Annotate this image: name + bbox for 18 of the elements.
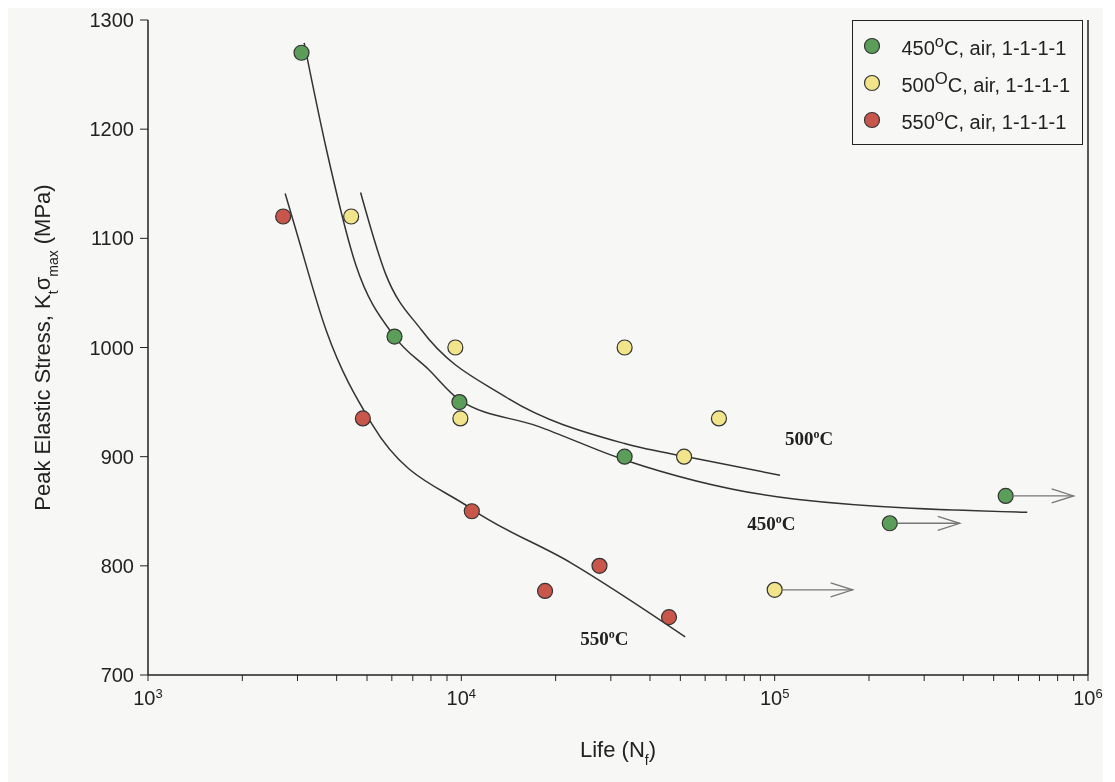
legend-label: 450$^{o}$C, air, 1-1-1-1 — [901, 31, 1067, 60]
annotation: 450$^{o}$C — [747, 512, 796, 535]
x-tick-label: 10$^{6}$ — [1073, 685, 1103, 709]
x-tick-label: 10$^{3}$ — [133, 685, 163, 709]
y-tick-label: 900 — [100, 445, 134, 468]
x-axis-title: Life (N$_{f}$) — [579, 737, 657, 768]
legend-label: 550$^{o}$C, air, 1-1-1-1 — [901, 105, 1067, 134]
annotation: 500$^{o}$C — [785, 427, 834, 450]
y-tick-label: 700 — [100, 664, 134, 686]
y-tick-label: 1300 — [89, 9, 134, 31]
annotation: 550$^{o}$C — [580, 626, 629, 649]
y-tick-label: 1000 — [89, 336, 134, 359]
x-tick-label: 10$^{5}$ — [759, 685, 790, 709]
legend-label: 500$^{O}$C, air, 1-1-1-1 — [901, 68, 1070, 97]
y-tick-label: 1200 — [89, 118, 134, 141]
x-tick-label: 10$^{4}$ — [446, 685, 477, 709]
y-tick-label: 800 — [100, 554, 134, 577]
y-tick-label: 1100 — [90, 227, 134, 250]
